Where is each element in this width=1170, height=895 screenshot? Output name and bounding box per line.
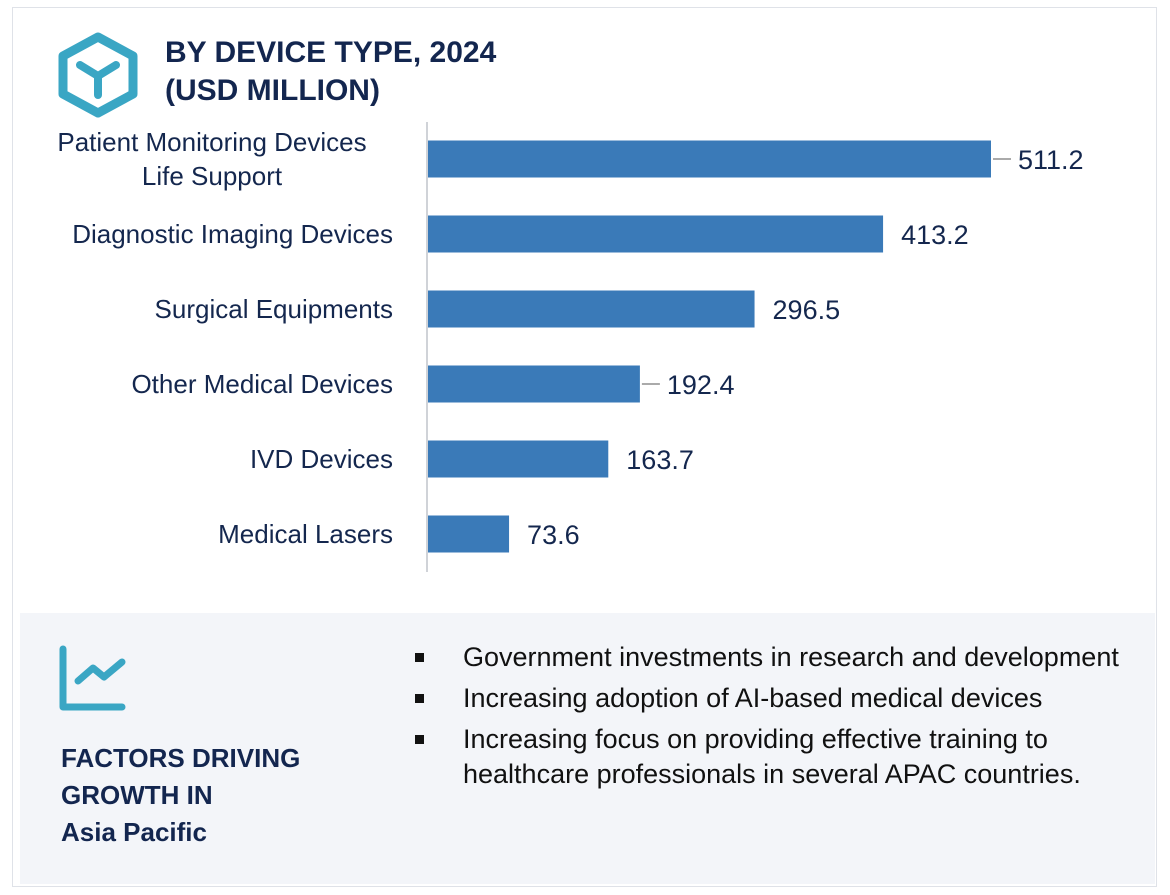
trend-line-chart-icon <box>59 645 126 711</box>
category-label: Patient Monitoring Devices <box>57 127 366 157</box>
factors-heading-line-3: Asia Pacific <box>61 817 207 847</box>
chart-title: BY DEVICE TYPE, 2024 (USD MILLION) <box>165 34 496 110</box>
category-label: Life Support <box>142 161 283 191</box>
bar <box>428 515 510 553</box>
bar <box>428 140 991 178</box>
value-label: 296.5 <box>773 295 841 325</box>
category-label: Medical Lasers <box>218 519 393 549</box>
factors-list: Government investments in research and d… <box>410 640 1150 798</box>
bar-chart: Patient Monitoring Devices Life Support 51… <box>57 122 1084 572</box>
title-line-1: BY DEVICE TYPE, 2024 <box>165 36 497 69</box>
value-label: 163.7 <box>626 445 694 475</box>
hexagon-y-icon <box>58 32 138 118</box>
factor-item: Government investments in research and d… <box>410 640 1150 675</box>
factors-heading: FACTORS DRIVING GROWTH IN Asia Pacific <box>61 740 300 851</box>
factors-heading-line-1: FACTORS DRIVING <box>61 743 301 773</box>
category-label: Surgical Equipments <box>155 294 393 324</box>
bar <box>428 215 884 253</box>
value-label: 511.2 <box>1018 145 1084 175</box>
value-label: 413.2 <box>901 220 969 250</box>
value-label: 192.4 <box>667 370 735 400</box>
factor-item: Increasing focus on providing effective … <box>410 722 1150 792</box>
category-label: Diagnostic Imaging Devices <box>72 219 393 249</box>
category-label: IVD Devices <box>250 444 393 474</box>
factors-heading-line-2: GROWTH IN <box>61 780 213 810</box>
bar <box>428 365 640 403</box>
bar <box>428 440 609 478</box>
category-label: Other Medical Devices <box>131 369 393 399</box>
value-label: 73.6 <box>527 520 580 550</box>
factor-item: Increasing adoption of AI-based medical … <box>410 681 1150 716</box>
title-line-2: (USD MILLION) <box>165 74 380 107</box>
factors-panel <box>20 613 1155 884</box>
bar <box>428 290 755 328</box>
infographic-frame <box>12 7 1157 887</box>
